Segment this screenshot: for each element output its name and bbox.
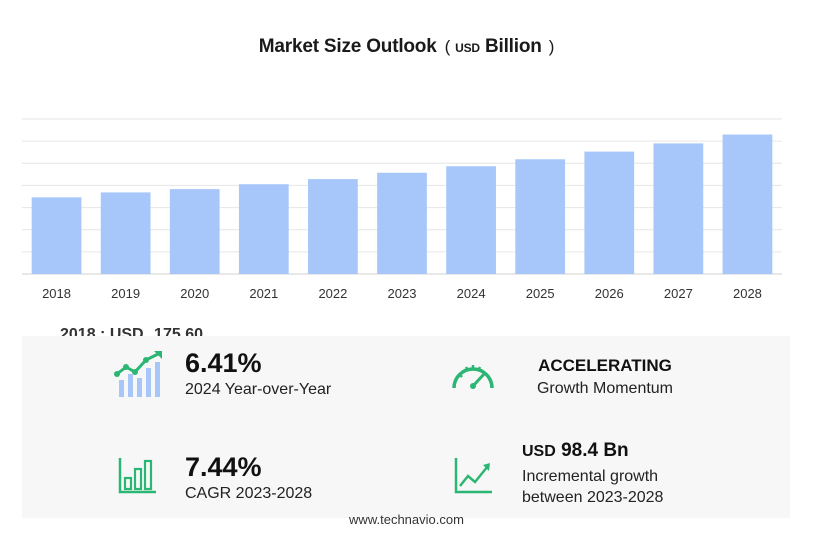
x-tick-label: 2021	[249, 286, 278, 301]
x-tick-label: 2018	[42, 286, 71, 301]
trend-line-icon	[454, 458, 492, 494]
yoy-value: 6.41%	[185, 348, 262, 378]
chart-title-close-paren: )	[548, 37, 555, 56]
x-tick-label: 2020	[180, 286, 209, 301]
incremental-label-line2: between 2023-2028	[522, 489, 664, 506]
chart-title-scale: Billion	[484, 36, 542, 57]
stats-panel: 6.41% 2024 Year-over-Year ACCELERATING G…	[22, 336, 790, 518]
bar-2018	[31, 197, 82, 274]
source-url: www.technavio.com	[349, 512, 464, 527]
momentum-value: ACCELERATING	[538, 356, 672, 375]
growth-bars-icon	[114, 351, 162, 397]
cagr-stat: 7.44% CAGR 2023-2028	[185, 452, 312, 503]
chart-title-main: Market Size Outlook	[258, 36, 437, 57]
incremental-value-line: USD 98.4 Bn	[522, 440, 663, 462]
momentum-stat: ACCELERATING Growth Momentum	[512, 356, 698, 398]
chart-title-open-paren: (	[444, 37, 451, 56]
x-tick-label: 2028	[733, 286, 762, 301]
bar-chart-icon	[118, 458, 156, 494]
yoy-label: 2024 Year-over-Year	[185, 381, 332, 398]
x-tick-label: 2022	[318, 286, 347, 301]
speedometer-icon	[452, 365, 494, 389]
cagr-value: 7.44%	[185, 452, 262, 482]
yoy-stat: 6.41% 2024 Year-over-Year	[185, 348, 331, 399]
bar-2020	[169, 189, 220, 274]
bar-2023	[377, 172, 427, 274]
bar-2019	[100, 192, 151, 274]
x-tick-label: 2026	[595, 286, 624, 301]
bar-2021	[238, 184, 289, 274]
incremental-value: 98.4 Bn	[561, 440, 629, 461]
chart-title: Market Size Outlook ( USD Billion )	[0, 36, 813, 58]
bar-2025	[515, 159, 566, 274]
incremental-label-line1: Incremental growth	[522, 468, 659, 485]
incremental-stat: USD 98.4 Bn Incremental growth between 2…	[522, 440, 663, 507]
momentum-label: Growth Momentum	[536, 380, 674, 397]
x-tick-label: 2027	[664, 286, 693, 301]
bar-2026	[584, 151, 635, 274]
bar-2027	[653, 143, 704, 274]
bar-2028	[722, 134, 773, 274]
incremental-unit: USD	[522, 443, 556, 460]
x-tick-label: 2025	[526, 286, 555, 301]
chart-title-unit: USD	[455, 41, 480, 55]
x-tick-label: 2019	[111, 286, 140, 301]
bar-2022	[308, 179, 358, 274]
cagr-label: CAGR 2023-2028	[185, 485, 313, 502]
x-tick-label: 2024	[457, 286, 486, 301]
bar-2024	[446, 166, 496, 274]
bar-chart: 2018 2019 2020 2021 2022 2023 2024 2025 2026 2027…	[22, 118, 782, 301]
x-tick-label: 2023	[388, 286, 417, 301]
